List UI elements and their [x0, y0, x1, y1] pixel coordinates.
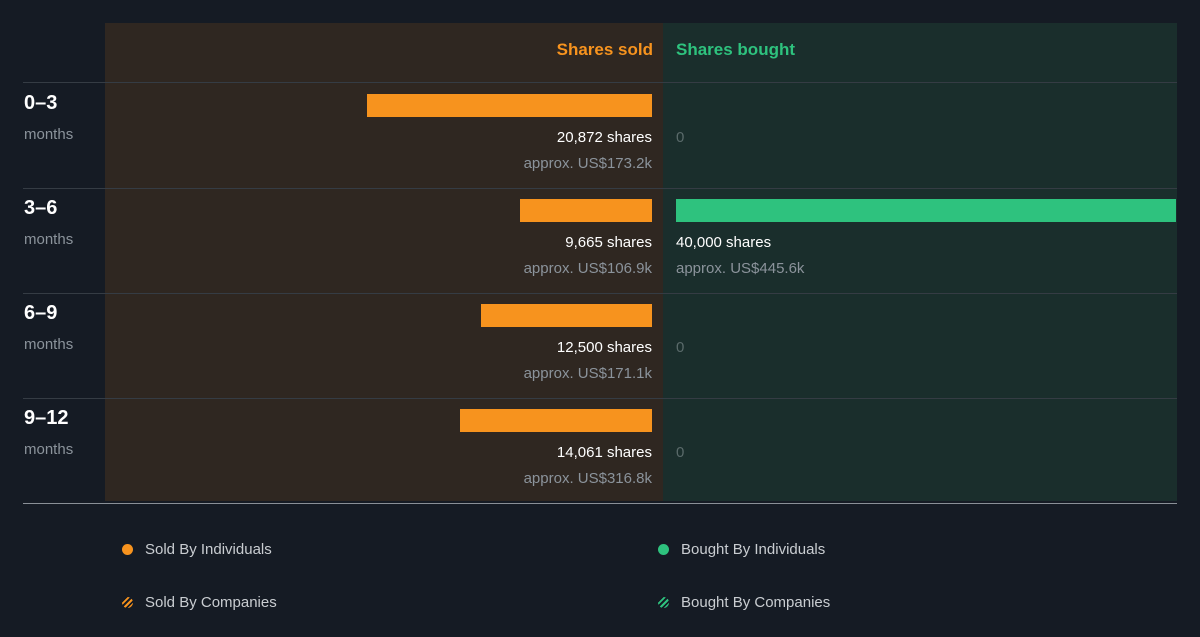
header-divider	[23, 82, 1177, 83]
period-sublabel: months	[24, 231, 74, 248]
bought-shares-label: 40,000 shares	[676, 234, 772, 251]
sold-approx-label: approx. US$173.2k	[523, 155, 652, 172]
legend-item: Sold By Companies	[122, 594, 277, 611]
sold-approx-label: approx. US$171.1k	[523, 365, 652, 382]
legend-dot-icon	[122, 544, 133, 555]
bought-zero-label: 0	[676, 444, 685, 461]
sold-approx-label: approx. US$106.9k	[523, 260, 652, 277]
shares-bought-header: Shares bought	[676, 40, 796, 59]
period-sublabel: months	[24, 336, 74, 353]
sold-bar	[367, 94, 652, 117]
legend-item: Sold By Individuals	[122, 541, 272, 558]
row-divider	[23, 293, 1177, 294]
bought-bar	[676, 199, 1176, 222]
period-label: 3–6	[24, 197, 58, 219]
legend-label: Bought By Companies	[681, 594, 831, 611]
sold-approx-label: approx. US$316.8k	[523, 470, 652, 487]
shares-sold-header: Shares sold	[556, 40, 653, 59]
legend-dot-icon	[658, 544, 669, 555]
sold-shares-label: 9,665 shares	[565, 234, 652, 251]
sold-bar	[481, 304, 652, 327]
legend-label: Sold By Individuals	[145, 541, 272, 558]
shares-bought-panel	[663, 23, 1177, 501]
bought-approx-label: approx. US$445.6k	[676, 260, 805, 277]
legend-label: Bought By Individuals	[681, 541, 826, 558]
legend-hatched-marker-icon	[658, 597, 669, 608]
period-sublabel: months	[24, 126, 74, 143]
period-label: 0–3	[24, 92, 58, 114]
sold-bar	[520, 199, 652, 222]
bought-zero-label: 0	[676, 129, 685, 146]
period-label: 6–9	[24, 302, 58, 324]
sold-shares-label: 14,061 shares	[556, 444, 652, 461]
bought-zero-label: 0	[676, 339, 685, 356]
chart-bottom-divider	[23, 503, 1177, 504]
sold-bar	[460, 409, 652, 432]
legend-item: Bought By Individuals	[658, 541, 825, 558]
row-divider	[23, 398, 1177, 399]
row-divider	[23, 188, 1177, 189]
legend-item: Bought By Companies	[658, 594, 830, 611]
legend-label: Sold By Companies	[145, 594, 277, 611]
period-label: 9–12	[24, 407, 69, 429]
period-sublabel: months	[24, 441, 74, 458]
sold-shares-label: 20,872 shares	[556, 129, 652, 146]
legend-hatched-marker-icon	[122, 597, 133, 608]
sold-shares-label: 12,500 shares	[556, 339, 652, 356]
